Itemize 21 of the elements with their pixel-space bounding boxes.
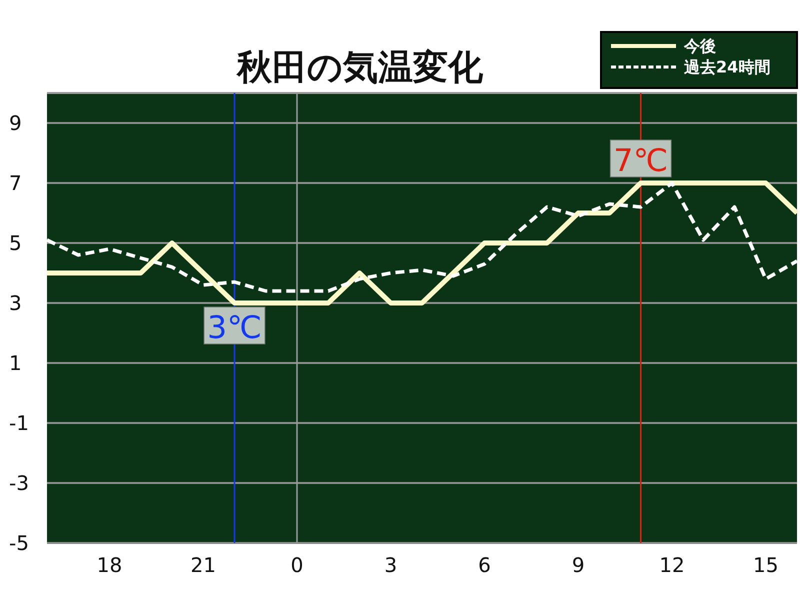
x-tick-label: 9: [572, 553, 585, 577]
annotation: 3℃: [207, 310, 262, 346]
x-tick-label: 15: [753, 553, 778, 577]
x-tick-label: 6: [478, 553, 491, 577]
y-tick-label: 5: [9, 231, 22, 255]
annotation: 7℃: [613, 143, 668, 179]
y-tick-label: -3: [9, 471, 29, 495]
x-tick-label: 3: [384, 553, 398, 577]
x-tick-label: 0: [290, 553, 304, 577]
legend-label: 今後: [683, 36, 716, 56]
y-tick-label: 3: [9, 291, 22, 315]
y-tick-label: 1: [9, 351, 22, 375]
y-tick-label: 9: [9, 111, 22, 135]
chart-title: 秋田の気温変化: [236, 48, 484, 88]
y-tick-label: -1: [9, 411, 29, 435]
x-tick-label: 12: [659, 553, 685, 577]
y-tick-label: -5: [9, 531, 29, 555]
x-tick-label: 18: [96, 553, 122, 577]
x-tick-label: 21: [190, 553, 216, 577]
legend-label: 過去24時間: [683, 58, 770, 76]
y-tick-label: 7: [9, 171, 22, 195]
